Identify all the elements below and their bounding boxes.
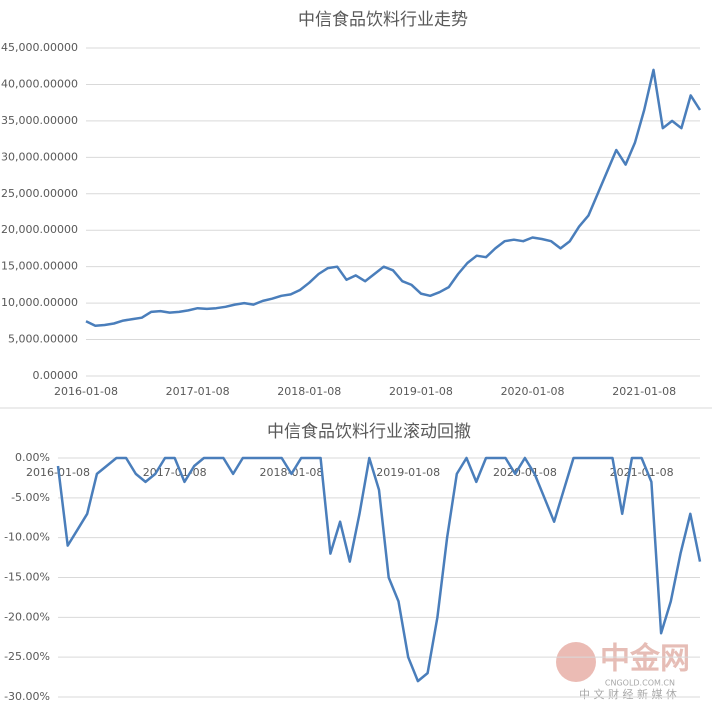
y-tick-label: -30.00% [4, 690, 50, 703]
watermark: 中金网 CNGOLD.COM.CN 中 文 财 经 新 媒 体 [556, 642, 690, 701]
y-tick-label: -20.00% [4, 610, 50, 623]
y-tick-label: 30,000.00000 [1, 150, 78, 163]
y-tick-label: -15.00% [4, 571, 50, 584]
y-tick-label: -25.00% [4, 650, 50, 663]
x-tick-label: 2016-01-08 [54, 385, 118, 398]
y-tick-label: 15,000.00000 [1, 260, 78, 273]
x-tick-label: 2019-01-08 [389, 385, 453, 398]
y-tick-label: 40,000.00000 [1, 77, 78, 90]
y-tick-label: -10.00% [4, 531, 50, 544]
watermark-name: 中金网 [600, 642, 690, 677]
y-tick-label: 10,000.00000 [1, 296, 78, 309]
chart: 中信食品饮料行业滚动回撤 0.00% -5.00% -10.00% -15.00% -20… [4, 422, 702, 703]
y-tick-label: 35,000.00000 [1, 114, 78, 127]
watermark-tagline: 中 文 财 经 新 媒 体 [579, 687, 677, 701]
chart-title: 中信食品饮料行业滚动回撤 [267, 422, 471, 442]
x-tick-label: 2017-01-08 [166, 385, 230, 398]
x-tick-label: 2020-01-08 [493, 466, 557, 479]
chart-title: 中信食品饮料行业走势 [298, 10, 468, 30]
y-tick-label: 0.00% [15, 451, 50, 464]
x-tick-label: 2018-01-08 [277, 385, 341, 398]
x-tick-label: 2021-01-08 [612, 385, 676, 398]
logo-icon [556, 642, 596, 682]
y-tick-label: 20,000.00000 [1, 223, 78, 236]
x-tick-label: 2020-01-08 [501, 385, 565, 398]
chart: 中信食品饮料行业走势 0.00000 5,000.00000 10,000.00000… [1, 10, 702, 398]
y-tick-label: 25,000.00000 [1, 187, 78, 200]
series-line [85, 68, 702, 327]
y-tick-label: 45,000.00000 [1, 41, 78, 54]
x-tick-label: 2021-01-08 [610, 466, 674, 479]
y-tick-label: 0.00000 [33, 369, 79, 382]
watermark-url: CNGOLD.COM.CN [605, 679, 675, 688]
y-tick-label: -5.00% [11, 491, 50, 504]
series-line [56, 456, 702, 683]
x-tick-label: 2019-01-08 [376, 466, 440, 479]
y-tick-label: 5,000.00000 [8, 333, 78, 346]
